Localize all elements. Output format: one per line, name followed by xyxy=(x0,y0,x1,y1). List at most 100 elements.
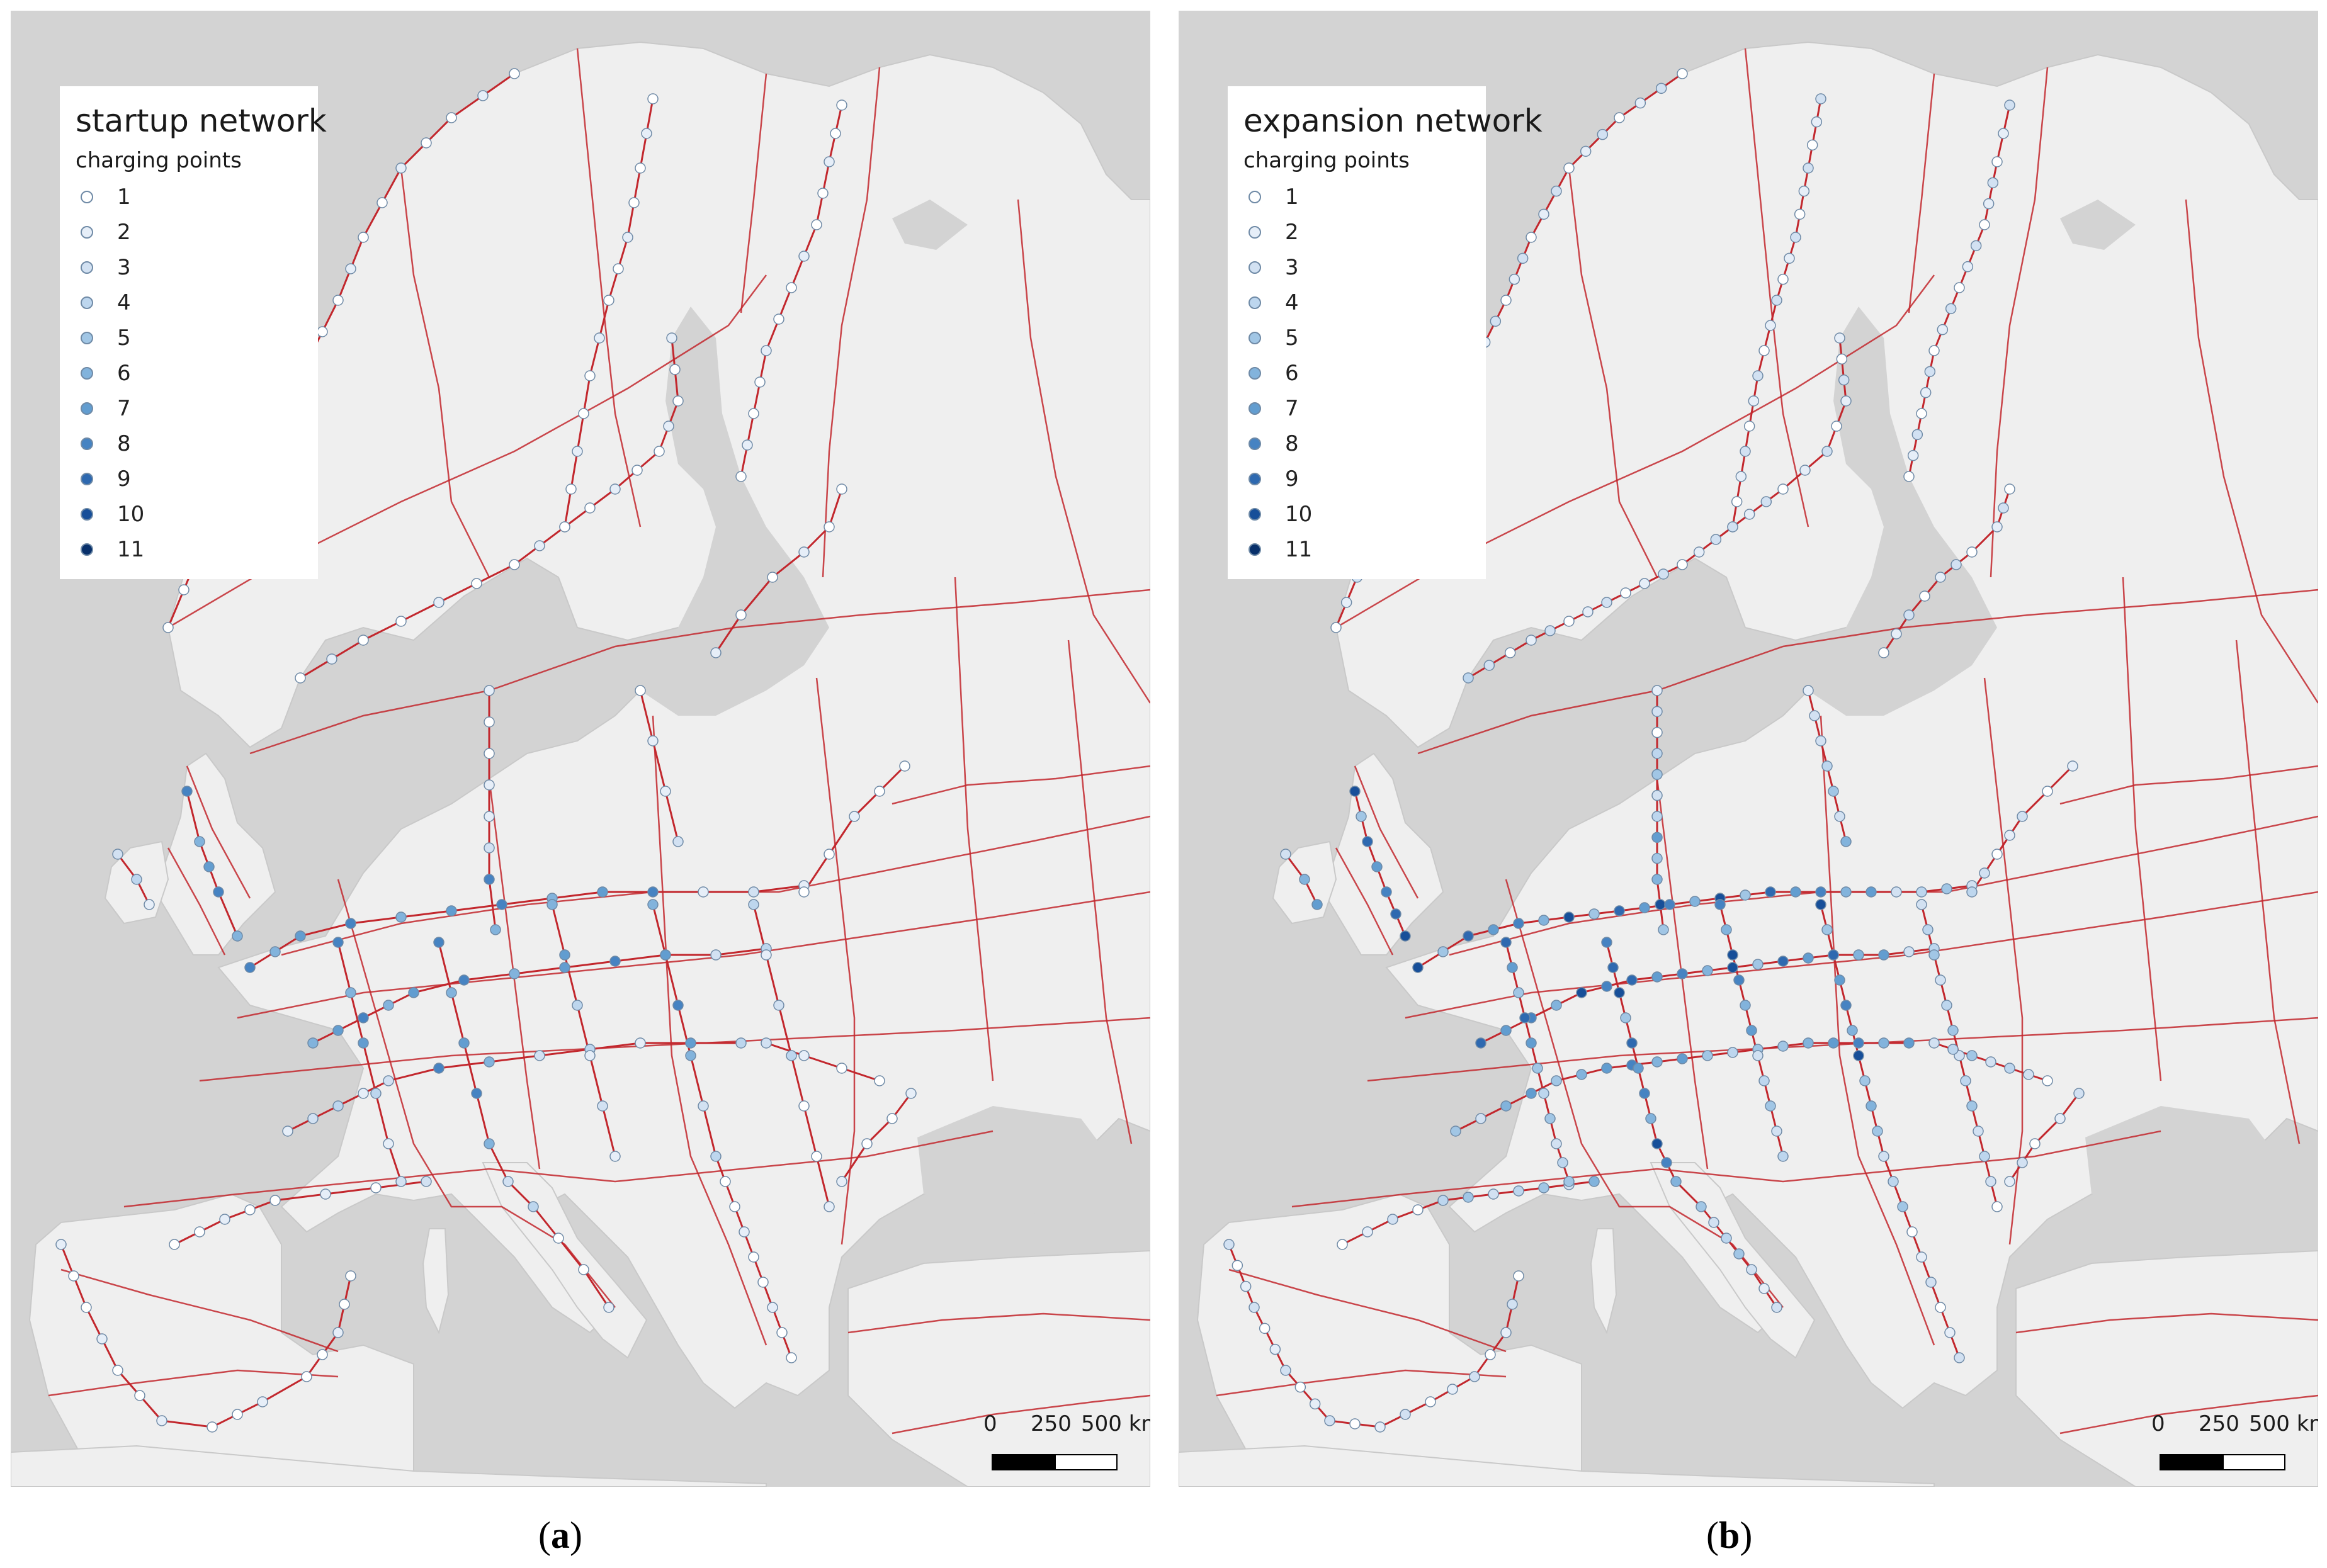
charging-station-marker xyxy=(767,572,778,583)
charging-station-marker xyxy=(685,1050,696,1061)
charging-station-marker xyxy=(1758,345,1770,356)
charging-station-marker xyxy=(729,1201,740,1212)
road-line xyxy=(1291,1130,2161,1208)
charging-station-marker xyxy=(735,471,747,482)
road-line xyxy=(954,577,994,1081)
charging-station-marker xyxy=(178,584,190,595)
charging-station-marker xyxy=(2004,1063,2015,1074)
scale-tick-250: 250 xyxy=(2199,1411,2239,1436)
charging-station-marker xyxy=(1639,578,1650,589)
charging-station-marker xyxy=(584,502,596,514)
charging-station-marker xyxy=(1696,1201,1707,1212)
charging-station-marker xyxy=(1998,128,2009,139)
charging-station-marker xyxy=(1538,915,1549,926)
legend-subtitle: charging points xyxy=(76,148,242,173)
charging-station-marker xyxy=(685,1037,696,1049)
charging-station-marker xyxy=(1916,899,1927,910)
charging-station-marker xyxy=(824,521,835,533)
charging-station-marker xyxy=(1677,1053,1688,1064)
scale-tick-500: 500 km xyxy=(2249,1411,2318,1436)
charging-station-marker xyxy=(672,395,684,407)
charging-station-marker xyxy=(631,465,643,476)
legend-item-10: 10 xyxy=(1243,497,1486,532)
charging-station-marker xyxy=(1469,1371,1480,1382)
charging-station-marker xyxy=(1412,962,1424,973)
charging-station-marker xyxy=(1941,1000,1952,1011)
charging-station-marker xyxy=(584,370,596,381)
charging-station-marker xyxy=(1878,949,1889,961)
legend-item-1: 1 xyxy=(76,179,318,215)
charging-station-marker xyxy=(1425,1396,1436,1407)
scale-bar: 0 250 500 km xyxy=(974,1411,1150,1474)
legend-swatch xyxy=(1248,332,1261,344)
charging-station-marker xyxy=(798,1050,810,1061)
charging-station-marker xyxy=(1947,1025,1959,1036)
charging-station-marker xyxy=(1340,597,1352,608)
legend-swatch xyxy=(1248,261,1261,274)
road-line xyxy=(1354,765,1419,899)
legend-swatch xyxy=(81,261,93,274)
legend-label: 4 xyxy=(1285,290,1299,315)
charging-station-marker xyxy=(1878,1151,1889,1162)
scale-bar-black xyxy=(2160,1454,2222,1470)
charging-station-marker xyxy=(471,1088,482,1099)
legend-swatch xyxy=(81,332,93,344)
charging-station-marker xyxy=(1758,1075,1770,1086)
charging-station-marker xyxy=(647,899,659,910)
legend-item-11: 11 xyxy=(1243,532,1486,567)
land-mass xyxy=(422,1228,450,1334)
charging-station-marker xyxy=(1639,902,1650,913)
charging-station-marker xyxy=(1733,1248,1745,1260)
charging-station-marker xyxy=(1928,949,1940,961)
charging-station-marker xyxy=(1903,1037,1915,1049)
charging-station-marker xyxy=(2067,760,2078,772)
charging-station-marker xyxy=(1752,1050,1764,1061)
charging-station-marker xyxy=(1983,198,1995,210)
charging-station-marker xyxy=(1828,786,1839,797)
charging-station-marker xyxy=(1626,974,1638,986)
charging-station-marker xyxy=(597,1100,608,1112)
legend-item-8: 8 xyxy=(76,426,318,461)
charging-station-marker xyxy=(1853,949,1864,961)
charging-station-marker xyxy=(509,968,520,979)
charging-station-marker xyxy=(1538,208,1549,220)
charging-station-marker xyxy=(1721,1232,1732,1244)
charging-station-marker xyxy=(1437,1195,1449,1206)
road-line xyxy=(488,778,541,1170)
charging-station-marker xyxy=(1551,185,1562,197)
charging-station-marker xyxy=(1979,1151,1990,1162)
corridor-line xyxy=(715,488,843,653)
water-body xyxy=(640,307,829,716)
charging-station-marker xyxy=(295,930,306,942)
charging-station-marker xyxy=(433,597,444,608)
charging-station-marker xyxy=(1758,1283,1770,1294)
scale-bar-black xyxy=(992,1454,1055,1470)
charging-station-marker xyxy=(1925,1277,1937,1288)
water-body xyxy=(892,200,968,250)
charging-station-marker xyxy=(1740,889,1751,901)
legend-label: 7 xyxy=(117,396,131,421)
charging-station-marker xyxy=(484,748,495,759)
charging-station-marker xyxy=(484,685,495,696)
legend-label: 5 xyxy=(117,325,131,351)
charging-station-marker xyxy=(1544,1113,1556,1124)
charging-station-marker xyxy=(169,1239,180,1250)
road-line xyxy=(1568,167,1658,578)
charging-station-marker xyxy=(1916,408,1927,419)
charging-station-marker xyxy=(395,162,407,174)
charging-station-marker xyxy=(1500,937,1512,948)
charging-station-marker xyxy=(1330,622,1342,633)
charging-station-marker xyxy=(1557,1157,1568,1168)
charging-station-marker xyxy=(1941,883,1952,894)
charging-station-marker xyxy=(773,313,784,325)
road-line xyxy=(2015,1312,2318,1334)
charging-station-marker xyxy=(1945,303,1957,315)
charging-station-marker xyxy=(345,1270,356,1282)
charging-station-marker xyxy=(509,559,520,570)
charging-station-marker xyxy=(899,760,910,772)
charging-station-marker xyxy=(332,295,344,306)
charging-station-marker xyxy=(1614,987,1625,998)
charging-station-marker xyxy=(1916,886,1927,898)
charging-station-marker xyxy=(194,1226,205,1238)
legend-label: 11 xyxy=(1285,537,1313,562)
